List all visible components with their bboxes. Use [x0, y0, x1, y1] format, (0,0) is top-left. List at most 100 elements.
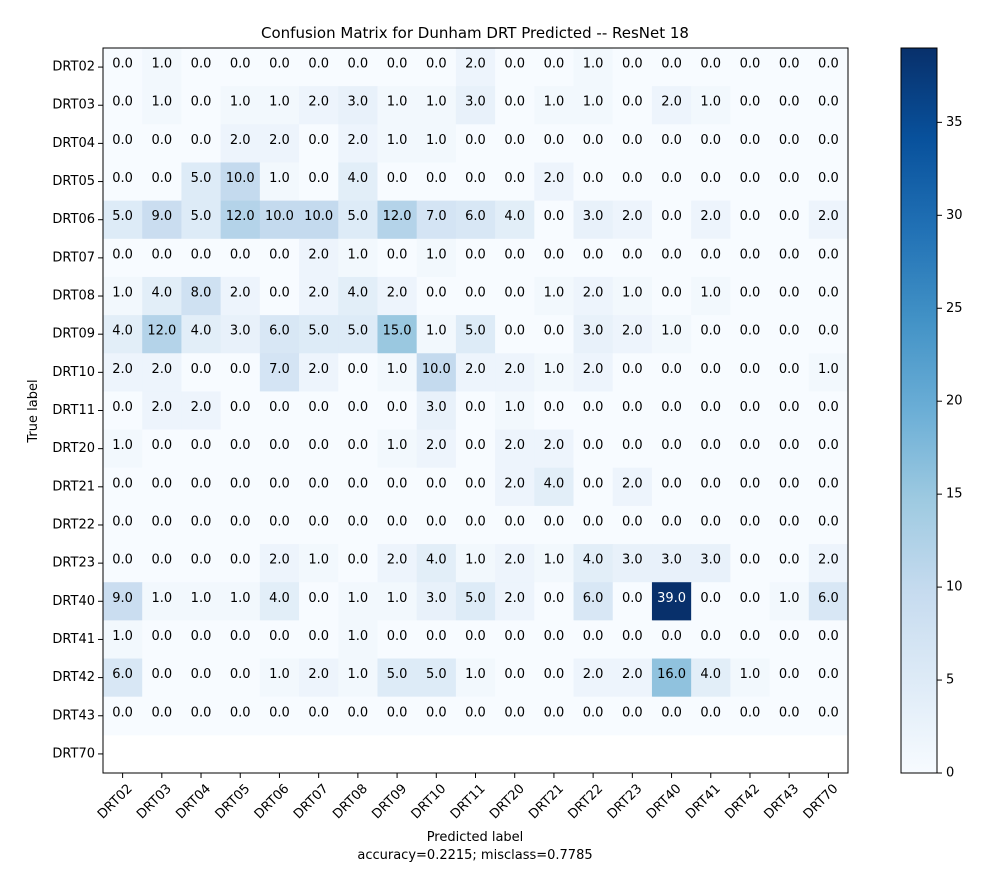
matrix-cell — [455, 505, 496, 545]
matrix-cell — [808, 48, 849, 87]
cell-value-label: 0.0 — [426, 476, 447, 491]
matrix-cell — [455, 467, 496, 507]
matrix-cell — [416, 238, 457, 278]
matrix-cell — [612, 544, 653, 583]
cell-value-label: 0.0 — [700, 591, 721, 606]
cell-value-label: 0.0 — [191, 95, 212, 110]
cell-value-label: 0.0 — [740, 171, 761, 186]
matrix-cell — [612, 582, 653, 621]
cell-value-label: 0.0 — [779, 171, 800, 186]
matrix-cell — [181, 124, 222, 163]
colorbar-tick-label: 0 — [946, 766, 954, 781]
cell-value-label: 0.0 — [544, 705, 565, 720]
cell-value-label: 0.0 — [740, 324, 761, 339]
cell-value-label: 0.0 — [661, 514, 682, 529]
matrix-cell — [103, 696, 143, 736]
cell-value-label: 0.0 — [465, 400, 486, 415]
matrix-cell — [534, 658, 575, 698]
cell-value-label: 1.0 — [426, 324, 447, 339]
cell-value-label: 0.0 — [740, 133, 761, 148]
matrix-cell — [416, 353, 457, 392]
matrix-cell — [691, 238, 731, 278]
matrix-cell — [573, 620, 614, 660]
cell-value-label: 2.0 — [504, 476, 525, 491]
cell-value-label: 0.0 — [308, 171, 329, 186]
y-tick-label: DRT11 — [52, 403, 95, 418]
cell-value-label: 0.0 — [387, 629, 408, 644]
matrix-cell — [299, 544, 339, 583]
cell-value-label: 0.0 — [700, 476, 721, 491]
cell-value-label: 2.0 — [504, 438, 525, 453]
cell-value-label: 0.0 — [308, 705, 329, 720]
x-tick-label: DRT41 — [683, 781, 724, 822]
cell-value-label: 0.0 — [818, 57, 839, 72]
cell-value-label: 3.0 — [426, 400, 447, 415]
matrix-cell — [377, 467, 418, 507]
cell-value-label: 0.0 — [779, 400, 800, 415]
cell-value-label: 0.0 — [583, 133, 604, 148]
matrix-cell — [220, 238, 261, 278]
cell-value-label: 0.0 — [661, 133, 682, 148]
x-tick-label: DRT06 — [252, 781, 293, 822]
matrix-cell — [495, 582, 535, 621]
matrix-cell — [181, 696, 222, 736]
y-tick-label: DRT70 — [52, 746, 95, 761]
matrix-cell — [612, 467, 653, 507]
cell-value-label: 0.0 — [230, 667, 251, 682]
cell-value-label: 1.0 — [269, 95, 290, 110]
matrix-cell — [103, 238, 143, 278]
cell-value-label: 0.0 — [504, 247, 525, 262]
cell-value-label: 1.0 — [583, 57, 604, 72]
y-tick-label: DRT05 — [52, 174, 95, 189]
cell-value-label: 0.0 — [191, 362, 212, 377]
matrix-cell — [769, 467, 810, 507]
matrix-cell — [416, 467, 457, 507]
matrix-cell — [416, 124, 457, 163]
cell-value-label: 0.0 — [112, 57, 133, 72]
cell-value-label: 0.0 — [544, 57, 565, 72]
cell-value-label: 7.0 — [426, 209, 447, 224]
matrix-cell — [338, 467, 378, 507]
cell-value-label: 0.0 — [387, 400, 408, 415]
x-axis-sublabel: accuracy=0.2215; misclass=0.7785 — [357, 848, 592, 863]
cell-value-label: 5.0 — [465, 591, 486, 606]
matrix-cell — [416, 505, 457, 545]
cell-value-label: 2.0 — [112, 362, 133, 377]
matrix-cell — [534, 391, 575, 431]
matrix-cell — [181, 391, 222, 431]
matrix-cell — [220, 124, 261, 163]
cell-value-label: 1.0 — [426, 247, 447, 262]
matrix-cell — [259, 124, 300, 163]
cell-value-label: 0.0 — [426, 171, 447, 186]
matrix-cell — [573, 544, 614, 583]
cell-value-label: 0.0 — [348, 476, 369, 491]
matrix-cell — [338, 86, 378, 125]
matrix-cell — [495, 86, 535, 125]
matrix-cell — [103, 429, 143, 469]
cell-value-label: 0.0 — [779, 514, 800, 529]
cell-value-label: 0.0 — [740, 629, 761, 644]
matrix-cell — [651, 467, 692, 507]
matrix-cell — [808, 620, 849, 660]
cell-value-label: 0.0 — [818, 400, 839, 415]
matrix-cell — [142, 658, 182, 698]
matrix-cell — [338, 315, 378, 354]
matrix-cell — [181, 505, 222, 545]
cell-value-label: 0.0 — [740, 438, 761, 453]
matrix-cell — [455, 696, 496, 736]
cell-value-label: 0.0 — [348, 438, 369, 453]
matrix-cell — [455, 276, 496, 316]
matrix-cell — [730, 238, 771, 278]
cell-value-label: 0.0 — [191, 476, 212, 491]
cell-value-label: 0.0 — [779, 705, 800, 720]
matrix-cell — [730, 429, 771, 469]
matrix-cell — [691, 505, 731, 545]
cell-value-label: 1.0 — [230, 591, 251, 606]
matrix-cell — [103, 48, 143, 87]
matrix-cell — [299, 658, 339, 698]
cell-value-label: 0.0 — [622, 247, 643, 262]
cell-value-label: 1.0 — [269, 171, 290, 186]
matrix-cell — [299, 86, 339, 125]
matrix-cell — [220, 276, 261, 316]
matrix-cell — [142, 505, 182, 545]
